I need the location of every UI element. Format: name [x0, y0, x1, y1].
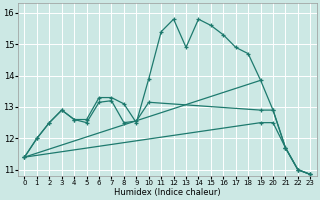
- X-axis label: Humidex (Indice chaleur): Humidex (Indice chaleur): [114, 188, 221, 197]
